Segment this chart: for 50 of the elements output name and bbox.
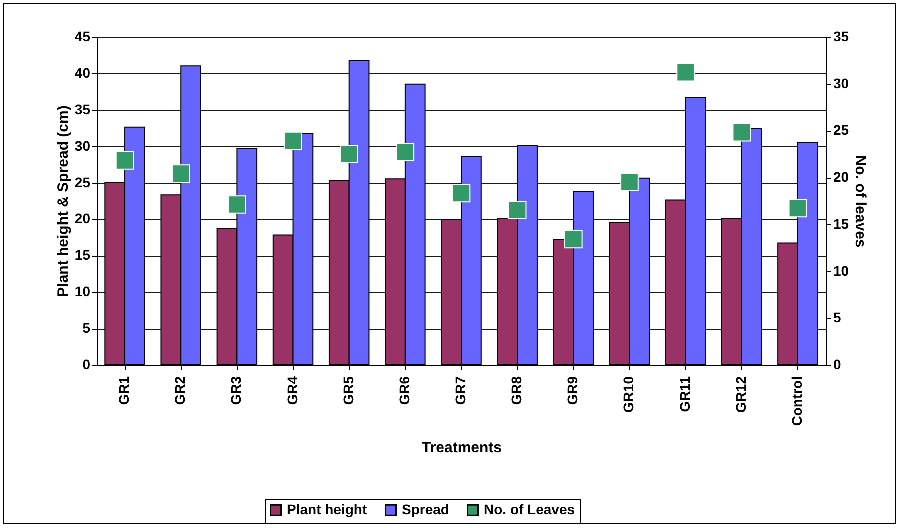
point: [340, 144, 359, 164]
x-tick-label: GR12: [732, 376, 749, 414]
x-tick-label: GR1: [116, 376, 132, 406]
y-tick-label: 45: [74, 28, 91, 44]
y2-tick-label: 0: [834, 356, 842, 372]
point: [452, 184, 471, 203]
x-axis-title: Treatments: [422, 439, 502, 456]
y-tick-label: 5: [82, 320, 91, 336]
y2-axis-title: No. of leaves: [852, 155, 870, 248]
point: [396, 143, 415, 162]
y2-tick-label: 20: [834, 169, 850, 186]
y-tick-label: 25: [74, 174, 91, 190]
y2-tick-label: 35: [834, 28, 850, 44]
point: [732, 123, 752, 142]
point: [172, 164, 190, 183]
y-tick-label: 35: [74, 101, 91, 118]
x-tick-label: GR8: [508, 376, 525, 406]
y-tick-label: 20: [74, 210, 91, 227]
x-tick-label: GR5: [340, 376, 356, 406]
point: [620, 173, 639, 192]
x-tick-label: GR3: [228, 376, 244, 406]
legend-label: Spread: [402, 501, 450, 518]
x-tick-label: GR6: [396, 376, 412, 406]
x-tick-label: GR9: [564, 376, 581, 406]
point: [788, 199, 808, 218]
y-axis-title: Plant height & Spread (cm): [54, 106, 72, 298]
y2-tick-label: 30: [834, 75, 850, 92]
y-tick-label: 0: [82, 356, 91, 372]
y-tick-label: 40: [74, 64, 91, 81]
point: [228, 196, 246, 214]
point: [676, 63, 695, 82]
x-tick-label: GR7: [452, 376, 468, 406]
y2-tick-label: 10: [834, 262, 850, 279]
x-tick-label: Control: [788, 376, 805, 426]
y2-tick-label: 25: [834, 122, 850, 138]
x-tick-label: GR2: [172, 376, 188, 406]
point: [116, 152, 134, 170]
legend-label: Plant height: [287, 501, 368, 518]
y2-tick-label: 15: [834, 216, 850, 232]
point: [508, 201, 527, 220]
x-tick-label: GR11: [676, 376, 693, 412]
y-tick-label: 10: [74, 284, 91, 300]
legend-label: No. of Leaves: [484, 501, 576, 518]
point: [284, 132, 302, 150]
x-tick-label: GR10: [620, 376, 637, 414]
y-tick-label: 30: [74, 138, 91, 154]
x-tick-label: GR4: [284, 376, 300, 406]
point: [564, 230, 583, 249]
y2-tick-label: 5: [834, 310, 842, 326]
y-tick-label: 15: [74, 247, 91, 264]
